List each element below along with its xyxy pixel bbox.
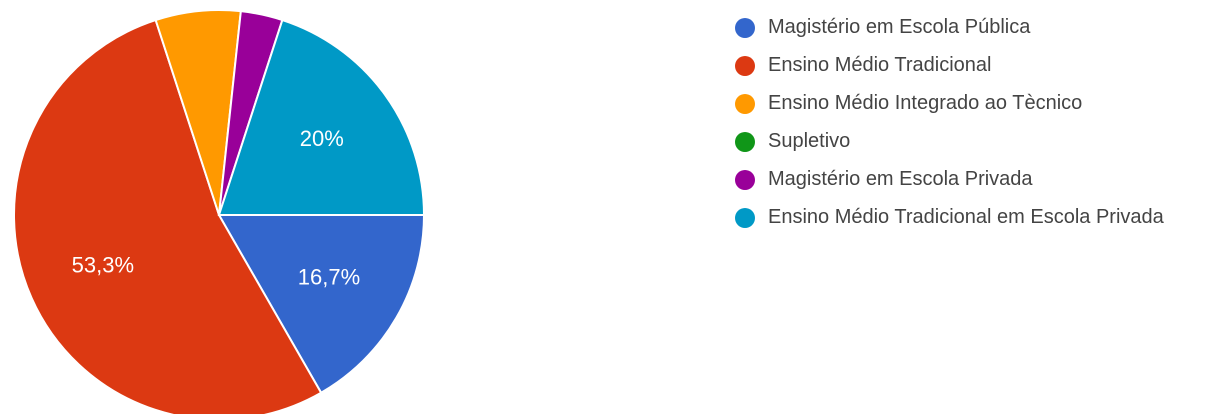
legend-label: Ensino Médio Integrado ao Tècnico: [768, 92, 1082, 114]
legend-label: Ensino Médio Tradicional: [768, 54, 991, 76]
pie-slice: [217, 18, 426, 216]
legend-marker: [735, 94, 755, 114]
legend-label: Magistério em Escola Pública: [768, 16, 1031, 38]
legend-item: Magistério em Escola Pública: [735, 16, 1031, 38]
pie-data-label: 16,7%: [298, 264, 360, 289]
legend-item: Ensino Médio Tradicional: [735, 54, 991, 76]
legend-item: Ensino Médio Integrado ao Tècnico: [735, 92, 1082, 114]
legend-marker: [735, 208, 755, 228]
pie-data-label: 20%: [300, 126, 344, 151]
pie-data-label: 53,3%: [72, 252, 134, 277]
legend-item: Ensino Médio Tradicional em Escola Priva…: [735, 206, 1165, 228]
legend-marker: [735, 170, 755, 190]
legend: Magistério em Escola Pública Ensino Médio…: [735, 16, 1165, 228]
legend-label: Ensino Médio Tradicional em Escola Priva…: [768, 206, 1165, 228]
legend-item: Magistério em Escola Privada: [735, 168, 1033, 190]
pie-slices: [13, 9, 426, 414]
pie-data-labels: 16,7% 53,3% 20%: [72, 126, 361, 289]
legend-label: Magistério em Escola Privada: [768, 168, 1033, 190]
pie-slice: [217, 214, 426, 395]
legend-marker: [735, 132, 755, 152]
legend-label: Supletivo: [768, 130, 850, 152]
legend-item: Supletivo: [735, 130, 850, 152]
pie-slice: [13, 18, 323, 414]
legend-marker: [735, 56, 755, 76]
legend-marker: [735, 18, 755, 38]
